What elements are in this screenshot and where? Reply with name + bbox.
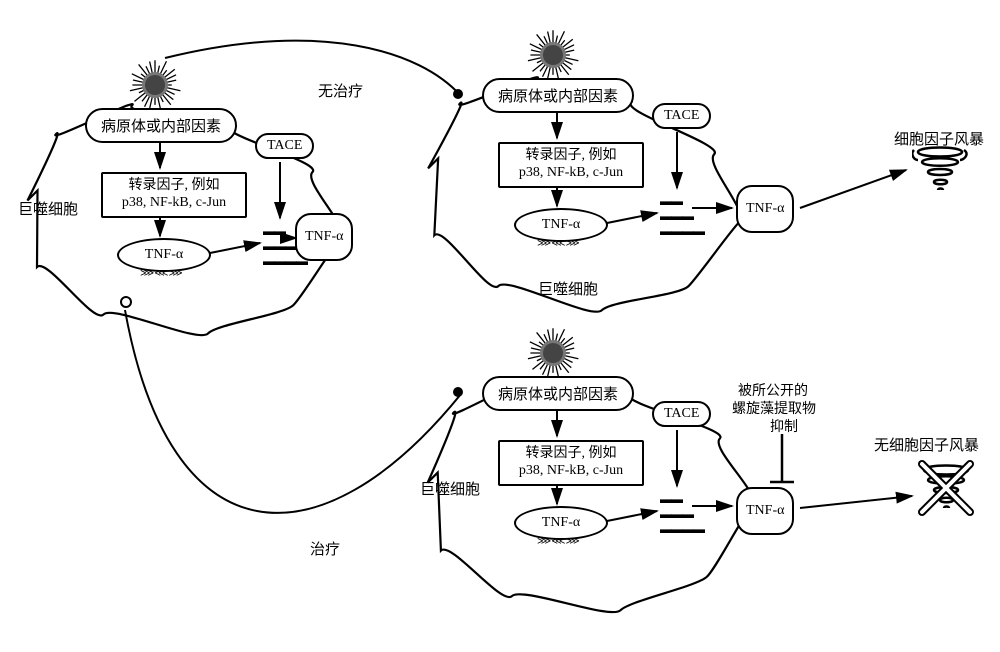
left-tnf-output-pill: TNF-α [295,213,353,261]
top-helix-icon: ⋙⋘⋙ [537,238,580,249]
tornado-crossed-icon [918,460,974,516]
top-pathogen-pill: 病原体或内部因素 [482,78,634,113]
top-tf-line1: 转录因子, 例如 [506,148,636,165]
bot-tace-pill: TACE [652,401,711,427]
bot-macrophage-label: 巨噬细胞 [420,478,480,499]
top-tace-pill: TACE [652,103,711,129]
top-tnf-output-pill: TNF-α [736,185,794,233]
bot-helix-icon: ⋙⋘⋙ [537,536,580,547]
no-treatment-label: 无治疗 [318,80,363,101]
no-cytokine-storm-label: 无细胞因子风暴 [874,434,979,455]
bot-tnf-inside-text: TNF-α [542,515,580,531]
left-tnf-inside-text: TNF-α [145,247,183,263]
bot-pathogen-pill: 病原体或内部因素 [482,376,634,411]
bot-tnf-inside-oval: TNF-α [514,506,608,540]
left-tf-box: 转录因子, 例如 p38, NF-kB, c-Jun [101,172,247,218]
inhibit-text-l2: 螺旋藻提取物 [732,398,816,418]
left-tnf-inside-oval: TNF-α [117,238,211,272]
top-tf-line2: p38, NF-kB, c-Jun [506,165,636,182]
top-tf-box: 转录因子, 例如 p38, NF-kB, c-Jun [498,142,644,188]
left-tf-line1: 转录因子, 例如 [109,178,239,195]
bot-tf-line1: 转录因子, 例如 [506,446,636,463]
inhibit-text-l1: 被所公开的 [738,380,808,400]
left-tf-line2: p38, NF-kB, c-Jun [109,195,239,212]
left-helix-icon: ⋙⋘⋙ [140,268,183,279]
inhibit-text-l3: 抑制 [770,416,798,436]
top-membrane-pile-icon: ▬▬▬▬▬▬▬▬▬ [660,194,704,239]
left-macrophage-label: 巨噬细胞 [18,198,78,219]
left-pathogen-pill: 病原体或内部因素 [85,108,237,143]
top-tnf-inside-oval: TNF-α [514,208,608,242]
top-tnf-inside-text: TNF-α [542,217,580,233]
bot-tf-box: 转录因子, 例如 p38, NF-kB, c-Jun [498,440,644,486]
bot-tf-line2: p38, NF-kB, c-Jun [506,463,636,480]
top-macrophage-label: 巨噬细胞 [538,278,598,299]
treatment-label: 治疗 [310,538,340,559]
bot-tnf-output-pill: TNF-α [736,487,794,535]
bot-membrane-pile-icon: ▬▬▬▬▬▬▬▬▬ [660,492,704,537]
left-tace-pill: TACE [255,133,314,159]
tornado-icon [912,142,968,198]
